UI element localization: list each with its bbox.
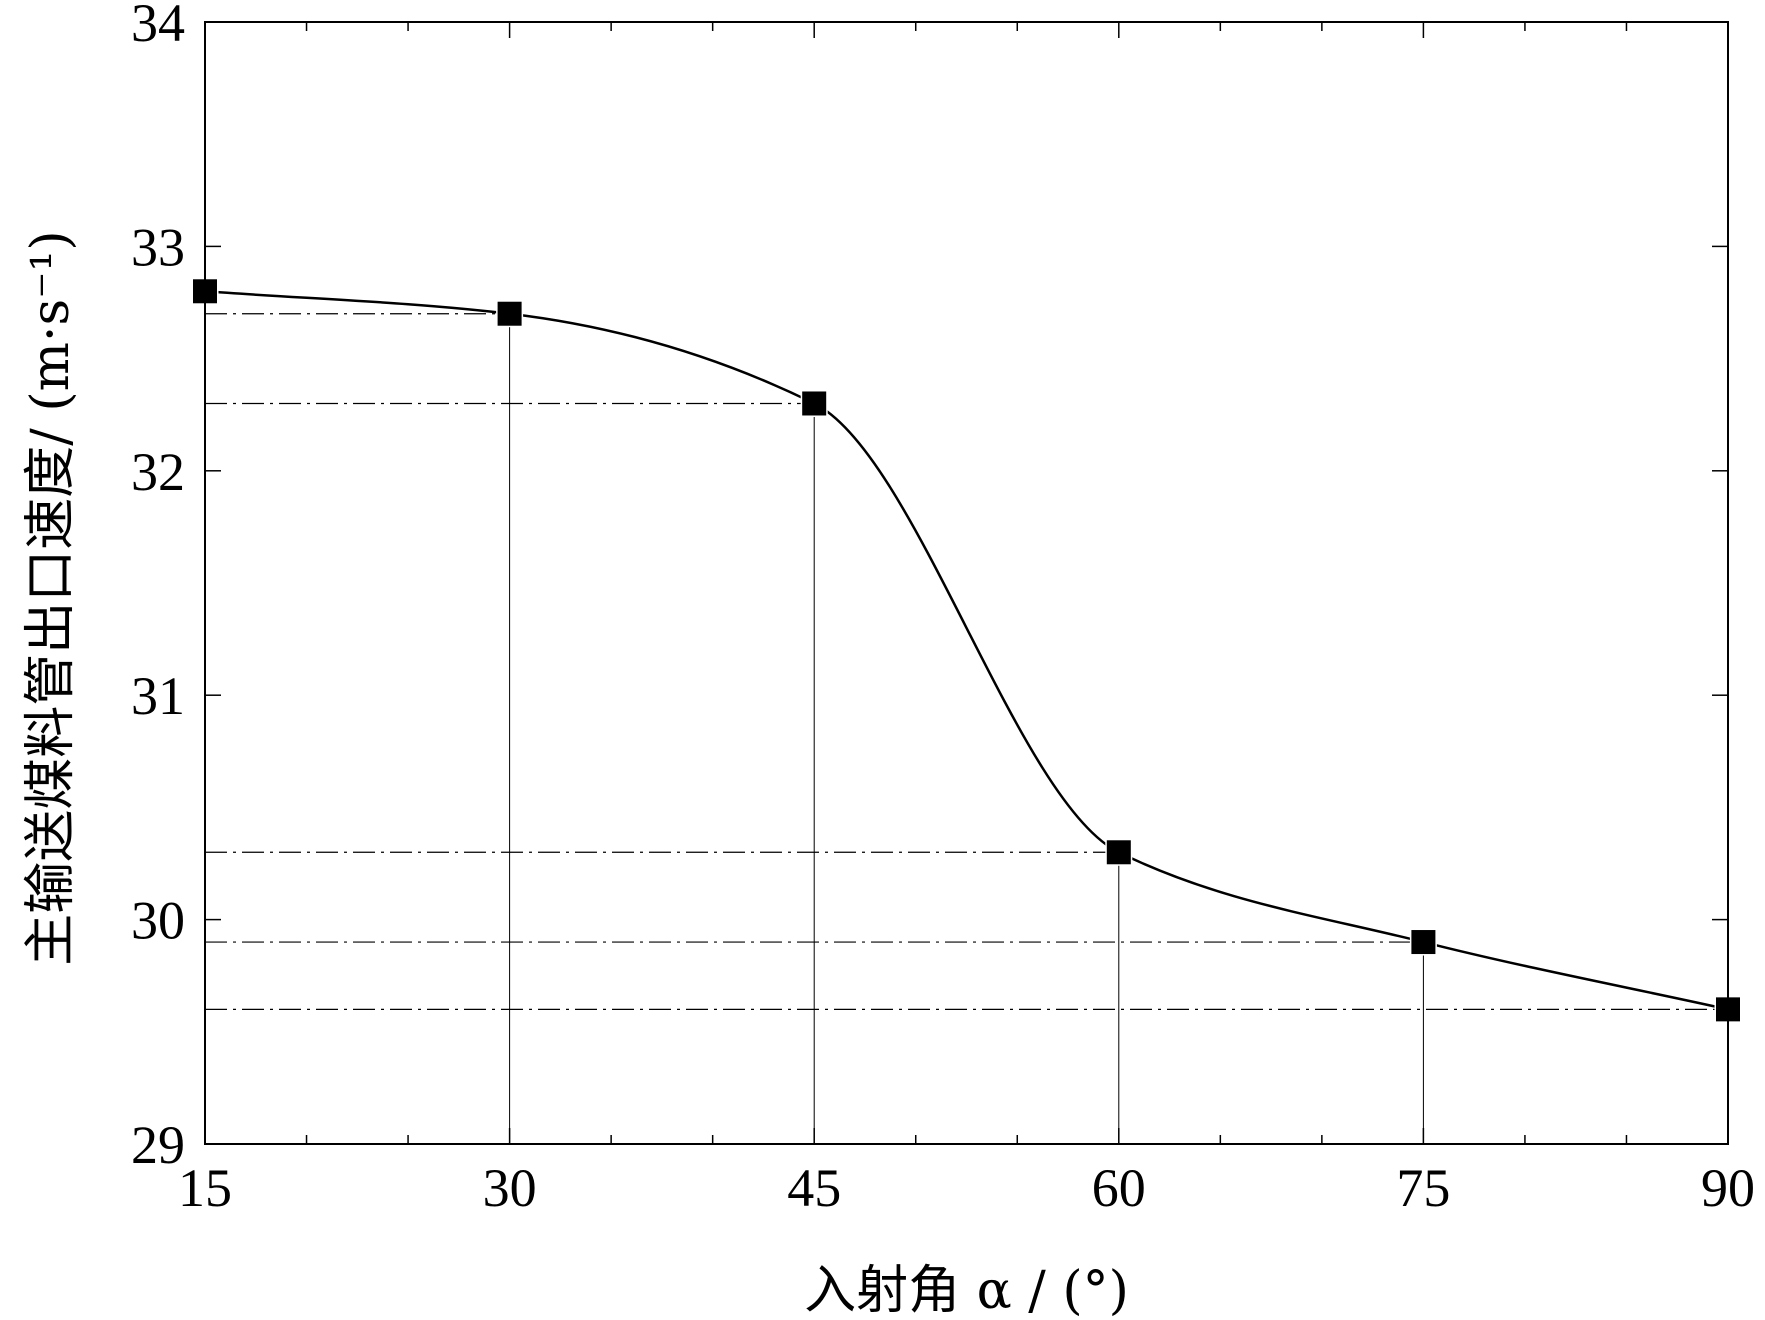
data-point-marker: [496, 300, 524, 328]
plot-frame: [204, 21, 1729, 1145]
curve-layer: [204, 290, 1729, 1011]
y-tick-label: 30: [131, 891, 185, 951]
tick-layer: [204, 21, 1729, 1145]
x-tick-label: 15: [178, 1158, 232, 1218]
x-tick-label: 60: [1092, 1158, 1146, 1218]
x-tick-label: 30: [483, 1158, 537, 1218]
y-tick-label: 29: [131, 1115, 185, 1175]
x-tick-label: 45: [787, 1158, 841, 1218]
reference-lines: [205, 313, 1728, 1144]
data-point-marker: [1409, 928, 1437, 956]
x-axis-title: 入射角 α / (°): [804, 1261, 1129, 1320]
y-tick-label: 31: [131, 666, 185, 726]
y-tick-label: 34: [131, 0, 185, 53]
marker-layer: [191, 277, 1742, 1023]
y-tick-label: 32: [131, 442, 185, 502]
y-axis-title: 主输送煤料管出口速度/ (m·s⁻¹): [21, 230, 81, 965]
tick-label-layer: 15 30 45 60 75 90 29 30 31 32 33 34: [131, 0, 1755, 1218]
y-tick-label: 33: [131, 217, 185, 277]
x-tick-label: 90: [1701, 1158, 1755, 1218]
x-tick-label: 75: [1396, 1158, 1450, 1218]
series-line: [204, 290, 1729, 1011]
data-point-marker: [800, 389, 828, 417]
data-point-marker: [1105, 838, 1133, 866]
